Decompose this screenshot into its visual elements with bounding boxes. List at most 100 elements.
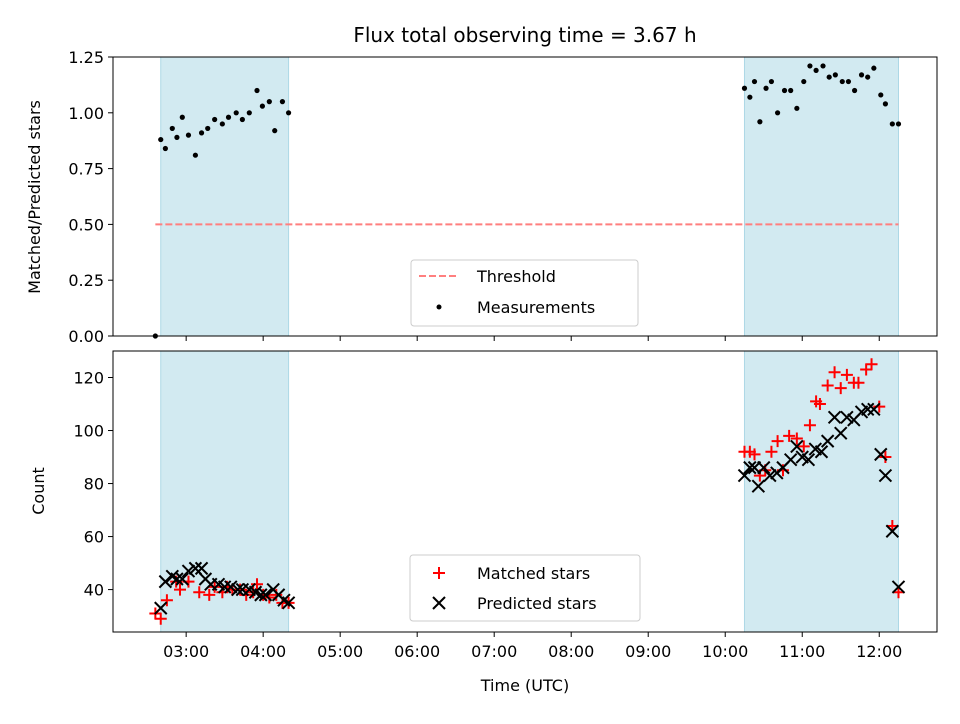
bottom-legend: Matched stars Predicted stars (409, 554, 641, 622)
measurement-point (179, 114, 185, 120)
measurement-point (768, 78, 775, 85)
y-tick-label: 80 (84, 475, 104, 494)
measurement-point (788, 87, 794, 94)
measurement-point (820, 63, 826, 69)
top-y-ticks: 0.00 0.25 0.50 0.75 1.00 1.25 (68, 48, 113, 346)
measurement-point (794, 105, 800, 111)
predicted-star-point (891, 580, 906, 594)
matched-star-point (865, 358, 878, 371)
matched-star-point (270, 588, 283, 601)
x-axis-label: Time (UTC) (480, 676, 569, 695)
measurement-point (826, 74, 832, 80)
matched-star-point (771, 435, 784, 448)
matched-star-point (834, 382, 847, 395)
predicted-legend-label: Predicted stars (477, 594, 597, 613)
matched-legend-swatch (433, 567, 445, 579)
measurements-legend-label: Measurements (477, 298, 595, 317)
matched-star-point (160, 594, 173, 607)
matched-star-point (203, 588, 216, 601)
predicted-star-point (254, 588, 268, 602)
y-tick-label: 120 (73, 369, 104, 388)
matched-star-point (234, 583, 247, 596)
y-tick-label: 0.75 (68, 160, 104, 179)
matched-star-point (251, 578, 264, 591)
measurement-point (254, 87, 260, 94)
y-tick-label: 40 (84, 581, 104, 600)
x-tick-label: 11:00 (779, 642, 825, 661)
observation-window-0 (160, 56, 290, 337)
matched-star-point (154, 612, 167, 625)
matched-legend-label: Matched stars (477, 564, 590, 583)
y-tick-label: 1.00 (68, 104, 104, 123)
y-tick-label: 0.00 (68, 327, 104, 346)
predicted-star-point (878, 468, 893, 483)
measurement-point (272, 128, 278, 134)
measurement-point (225, 114, 232, 120)
matched-star-point (840, 368, 853, 381)
measurement-point (774, 110, 781, 116)
predicted-star-point (827, 410, 842, 424)
measurement-point (757, 119, 763, 125)
threshold-legend-label: Threshold (476, 267, 556, 286)
bottom-panel: 40 60 80 100 120 03:00 04:00 05:00 06:00 07:00 08… (29, 350, 938, 695)
x-tick-label: 06:00 (394, 642, 440, 661)
predicted-star-point (743, 460, 757, 475)
measurement-point (741, 85, 748, 91)
top-y-axis-label: Matched/Predicted stars (25, 100, 44, 294)
x-tick-label: 09:00 (625, 642, 671, 661)
bottom-y-ticks: 40 60 80 100 120 (73, 369, 113, 600)
matched-star-point (783, 429, 796, 442)
measurement-point (801, 78, 807, 85)
bottom-axes-frame (112, 350, 938, 633)
measurement-point (839, 78, 845, 85)
measurement-point (174, 134, 180, 140)
measurement-point (889, 121, 895, 127)
predicted-star-point (188, 561, 203, 576)
matched-star-point (803, 419, 816, 432)
measurement-point (865, 74, 871, 80)
matched-star-point (797, 440, 810, 453)
matched-star-point (193, 586, 206, 599)
measurement-point (882, 101, 889, 107)
matched-star-point (821, 379, 834, 392)
measurement-point (185, 132, 192, 138)
y-tick-label: 100 (73, 422, 104, 441)
matched-star-point (748, 448, 761, 461)
x-tick-label: 07:00 (471, 642, 517, 661)
top-legend-box (410, 259, 639, 327)
predicted-star-point (820, 434, 835, 448)
predicted-star-point (814, 445, 829, 459)
predicted-star-point (834, 426, 848, 440)
predicted-star-point (783, 452, 798, 467)
bottom-shaded-intervals (160, 350, 899, 633)
matched-star-point (790, 432, 803, 445)
matched-star-point (173, 583, 186, 596)
predicted-star-point (181, 564, 196, 578)
predicted-star-point (217, 580, 232, 594)
measurement-point (162, 145, 168, 152)
matched-star-point (813, 398, 826, 411)
measurement-point (279, 99, 286, 105)
predicted-star-point (224, 580, 238, 594)
predicted-star-point (231, 582, 245, 597)
top-x-ticks (185, 336, 880, 341)
predicted-star-point (154, 601, 168, 615)
measurement-point (169, 125, 175, 132)
predicted-star-point (281, 596, 296, 610)
measurement-point (198, 130, 205, 136)
measurement-point (219, 121, 225, 127)
predicted-star-point (790, 439, 804, 454)
x-tick-label: 12:00 (856, 642, 902, 661)
predicted-star-point (867, 402, 881, 417)
x-tick-label: 03:00 (163, 642, 209, 661)
measurements-legend-swatch (436, 304, 442, 310)
measurement-point (895, 121, 902, 127)
measurement-point (852, 87, 858, 94)
y-tick-label: 0.25 (68, 271, 104, 290)
measurement-point (205, 125, 211, 132)
measurement-point (832, 72, 838, 78)
predicted-star-point (158, 574, 173, 589)
predicted-star-point (170, 572, 184, 586)
measurement-point (845, 78, 852, 85)
